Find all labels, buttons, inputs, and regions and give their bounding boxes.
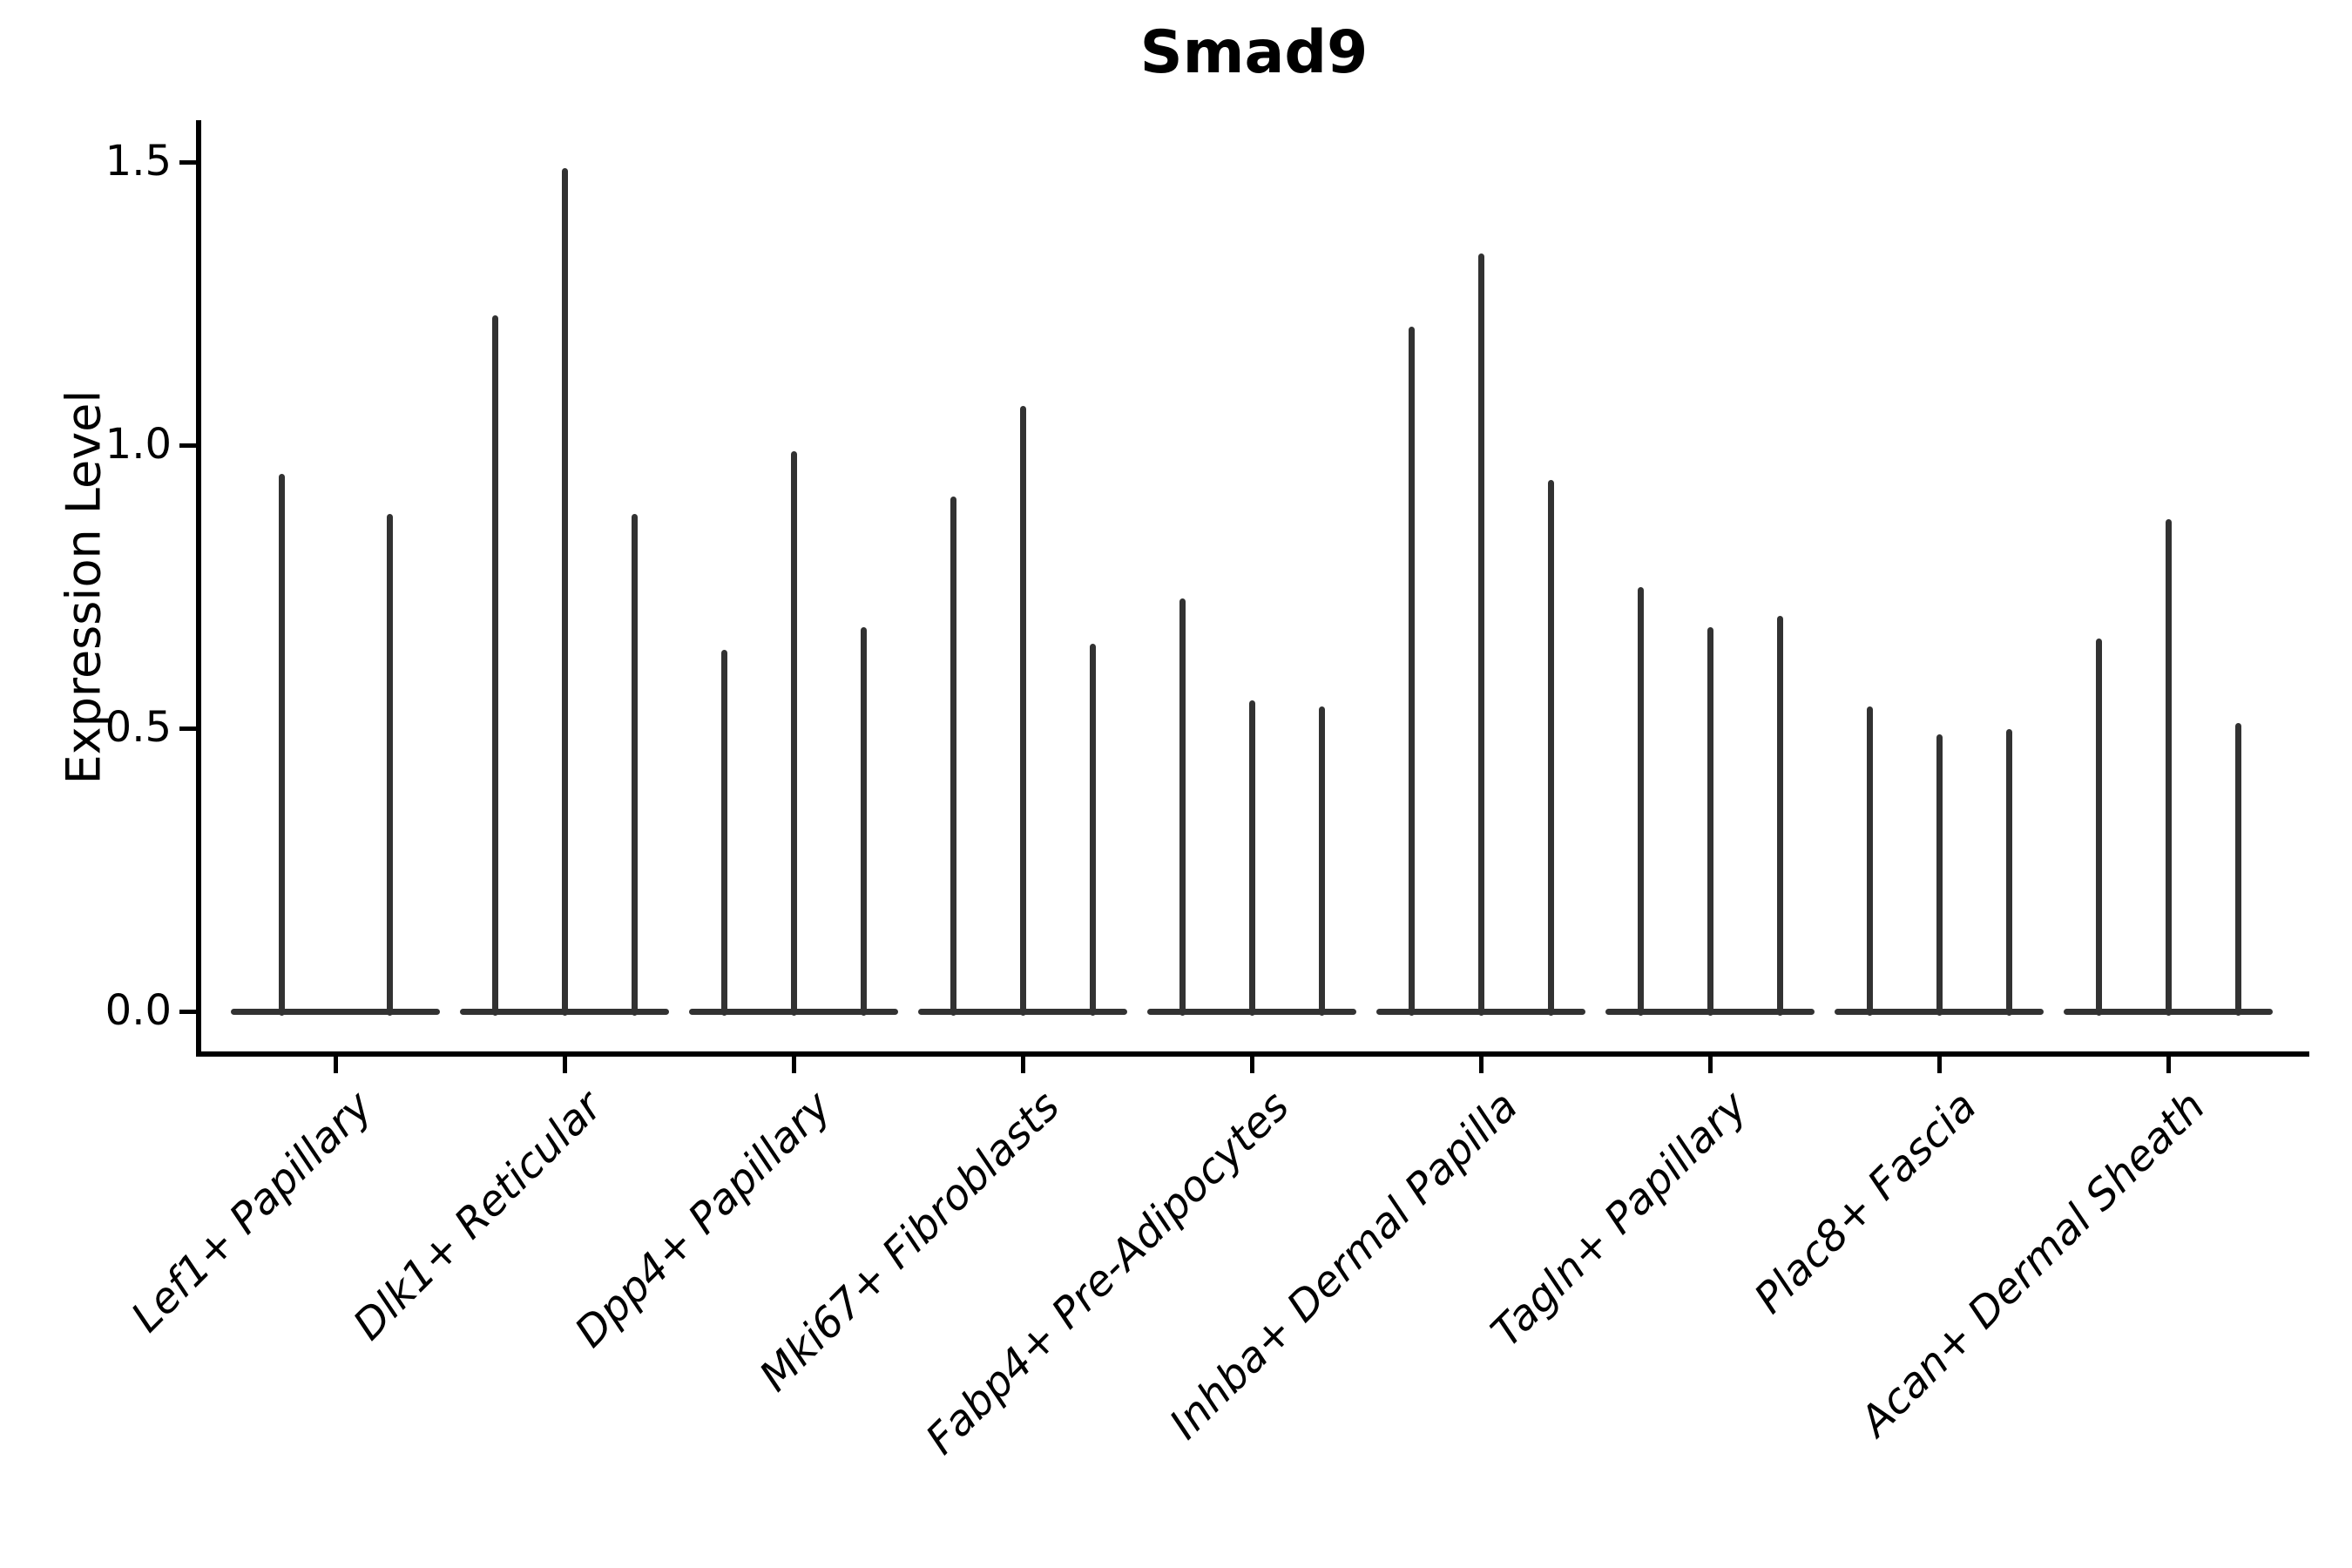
violin-density-spike xyxy=(386,513,393,1016)
violin-density-spike xyxy=(1776,615,1783,1016)
x-tick-label: Lef1+ Papillary xyxy=(122,1082,382,1342)
x-tick-mark xyxy=(1936,1057,1942,1073)
violin-density-spike xyxy=(1089,644,1096,1016)
violin-density-spike xyxy=(561,168,568,1016)
y-axis-label: Expression Level xyxy=(56,389,112,785)
violin-density-spike xyxy=(278,474,285,1016)
violin-density-spike xyxy=(1408,327,1415,1016)
y-tick-label: 1.0 xyxy=(105,419,172,469)
y-tick-mark xyxy=(179,443,196,449)
violin-density-spike xyxy=(1248,700,1255,1016)
violin-density-spike xyxy=(2095,638,2102,1016)
violin-density-spike xyxy=(950,497,956,1016)
violin-density-spike xyxy=(860,626,867,1016)
violin-density-spike xyxy=(1637,587,1644,1016)
violin-base xyxy=(231,1009,440,1016)
violin-density-spike xyxy=(720,649,727,1016)
x-tick-label: Tagln+ Papillary xyxy=(1482,1082,1757,1357)
y-tick-label: 0.5 xyxy=(105,702,172,752)
x-tick-mark xyxy=(1249,1057,1254,1073)
violin-density-spike xyxy=(1936,734,1943,1016)
violin-density-spike xyxy=(1866,706,1873,1016)
y-tick-label: 1.5 xyxy=(105,136,172,186)
chart-title: Smad9 xyxy=(1139,18,1369,87)
x-tick-mark xyxy=(1020,1057,1025,1073)
x-tick-mark xyxy=(791,1057,796,1073)
y-tick-mark xyxy=(179,727,196,732)
violin-density-spike xyxy=(1019,406,1026,1016)
violin-density-spike xyxy=(2234,723,2241,1016)
x-tick-mark xyxy=(333,1057,338,1073)
x-tick-mark xyxy=(1478,1057,1484,1073)
x-tick-mark xyxy=(1707,1057,1713,1073)
x-tick-label: Fabp4+ Pre-Adipocytes xyxy=(916,1082,1299,1464)
x-tick-label: Plac8+ Fascia xyxy=(1744,1082,1986,1323)
violin-density-spike xyxy=(790,451,797,1016)
violin-density-spike xyxy=(1179,598,1186,1016)
y-tick-mark xyxy=(179,1010,196,1015)
y-tick-label: 0.0 xyxy=(105,985,172,1035)
x-axis-spine xyxy=(196,1051,2309,1057)
violin-density-spike xyxy=(2005,728,2012,1016)
x-tick-mark xyxy=(562,1057,567,1073)
violin-density-spike xyxy=(1477,253,1484,1016)
x-tick-mark xyxy=(2166,1057,2171,1073)
violin-density-spike xyxy=(631,513,638,1016)
x-tick-label: Dpp4+ Papillary xyxy=(565,1082,841,1357)
violin-density-spike xyxy=(1547,479,1554,1016)
violin-density-spike xyxy=(2165,519,2172,1016)
violin-density-spike xyxy=(491,315,498,1016)
violin-density-spike xyxy=(1707,626,1713,1016)
y-axis-spine xyxy=(196,120,201,1057)
violin-density-spike xyxy=(1318,706,1325,1016)
x-tick-label: Dlk1+ Reticular xyxy=(343,1082,612,1350)
y-tick-mark xyxy=(179,160,196,166)
